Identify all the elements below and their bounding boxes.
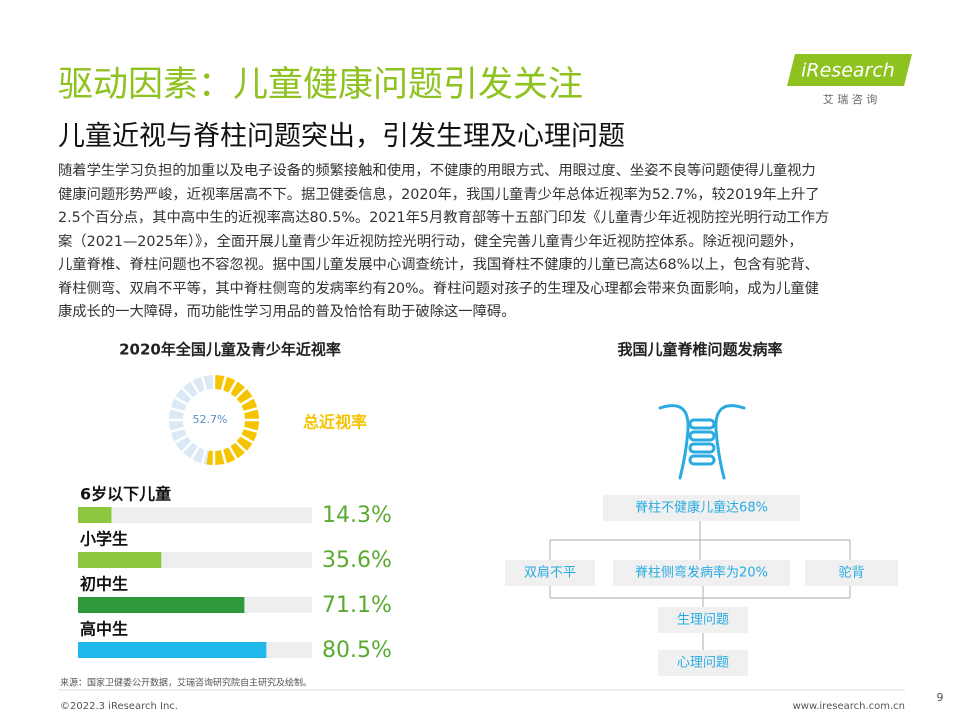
donut-gap bbox=[169, 406, 186, 414]
node-label: 双肩不平 bbox=[524, 565, 576, 581]
page-number: 9 bbox=[937, 691, 944, 704]
logo-cn: 艾 瑞 咨 询 bbox=[823, 92, 878, 106]
node-label: 脊柱侧弯发病率为20% bbox=[635, 565, 768, 581]
value-label: 35.6% bbox=[322, 548, 392, 573]
donut-gap bbox=[234, 386, 248, 400]
copyright: ©2022.3 iResearch Inc. bbox=[60, 701, 178, 712]
node-box bbox=[658, 607, 748, 633]
donut-gap bbox=[234, 440, 248, 454]
value-label: 14.3% bbox=[322, 503, 392, 528]
donut-gap bbox=[189, 445, 201, 461]
bar-label: 高中生 bbox=[80, 620, 128, 639]
donut-value bbox=[206, 375, 260, 466]
subtitle: 儿童近视与脊柱问题突出，引发生理及心理问题 bbox=[58, 121, 625, 152]
bar bbox=[78, 642, 267, 658]
donut-gap bbox=[220, 448, 228, 465]
bar-track bbox=[78, 507, 312, 523]
connectors bbox=[549, 520, 851, 650]
donut-gap bbox=[173, 395, 189, 407]
donut-gap bbox=[239, 433, 255, 445]
body-line: 案（2021—2025年）》，全面开展儿童青少年近视防控光明行动，健全完善儿童青… bbox=[58, 233, 803, 250]
donut-gap bbox=[227, 379, 239, 395]
bar bbox=[78, 597, 245, 613]
bar-label: 6岁以下儿童 bbox=[80, 485, 171, 504]
logo: iResearch bbox=[801, 60, 895, 82]
body-line: 儿童脊椎、脊柱问题也不容忽视。据中国儿童发展中心调查统计，我国脊柱不健康的儿童已… bbox=[58, 257, 819, 273]
bar-label: 小学生 bbox=[80, 530, 128, 549]
source: 来源：国家卫健委公开数据，艾瑞咨询研究院自主研究及绘制。 bbox=[60, 677, 312, 689]
body-line: 随着学生学习负担的加重以及电子设备的频繁接触和使用，不健康的用眼方式、用眼过度、… bbox=[58, 163, 816, 179]
donut-gap bbox=[173, 433, 189, 445]
chart-title: 2020年全国儿童及青少年近视率 bbox=[119, 341, 341, 359]
body-line: 健康问题形势严峻，近视率居高不下。据卫健委信息，2020年，我国儿童青少年总体近… bbox=[58, 186, 820, 203]
value-label: 71.1% bbox=[322, 593, 392, 618]
donut-gap bbox=[239, 395, 255, 407]
donut-gap bbox=[180, 386, 194, 400]
body-text: 随着学生学习负担的加重以及电子设备的频繁接触和使用，不健康的用眼方式、用眼过度、… bbox=[58, 160, 829, 325]
chart-title: 我国儿童脊椎问题发病率 bbox=[617, 341, 782, 359]
node-label: 心理问题 bbox=[677, 656, 729, 671]
node-label: 脊柱不健康儿童达68% bbox=[635, 500, 768, 516]
node-box bbox=[505, 560, 595, 586]
donut-gap bbox=[200, 375, 208, 392]
donut-gap bbox=[180, 440, 194, 454]
body-line: 康成长的一大障碍，而功能性学习用品的普及恰恰有助于破除这一障碍。 bbox=[58, 304, 516, 320]
node-box bbox=[603, 495, 800, 521]
donut-gap bbox=[242, 426, 259, 434]
donut-rest bbox=[169, 375, 214, 465]
bar-label: 初中生 bbox=[80, 575, 128, 594]
logo-bg bbox=[787, 54, 912, 86]
donut-gap bbox=[189, 379, 201, 395]
donut-gap bbox=[200, 448, 208, 465]
bar bbox=[78, 552, 162, 568]
bar bbox=[78, 507, 112, 523]
node-box bbox=[613, 560, 790, 586]
donut-gap bbox=[220, 375, 228, 392]
title: 驱动因素：儿童健康问题引发关注 bbox=[58, 65, 584, 105]
body-line: 脊柱侧弯、双肩不平等，其中脊柱侧弯的发病率约有20%。脊柱问题对孩子的生理及心理… bbox=[58, 280, 819, 297]
donut-gap bbox=[227, 445, 239, 461]
body-icon bbox=[658, 404, 746, 480]
node-box bbox=[658, 650, 748, 676]
donut-gap bbox=[169, 426, 186, 434]
node-label: 驼背 bbox=[838, 565, 864, 581]
donut-label: 52.7% bbox=[193, 413, 228, 426]
url: www.iresearch.com.cn bbox=[793, 701, 905, 712]
donut-caption: 总近视率 bbox=[303, 413, 367, 432]
body-line: 2.5个百分点，其中高中生的近视率高达80.5%。2021年5月教育部等十五部门… bbox=[58, 210, 830, 226]
node-label: 生理问题 bbox=[677, 613, 729, 628]
node-box bbox=[805, 560, 898, 586]
donut-gap bbox=[242, 406, 259, 414]
value-label: 80.5% bbox=[322, 638, 392, 663]
